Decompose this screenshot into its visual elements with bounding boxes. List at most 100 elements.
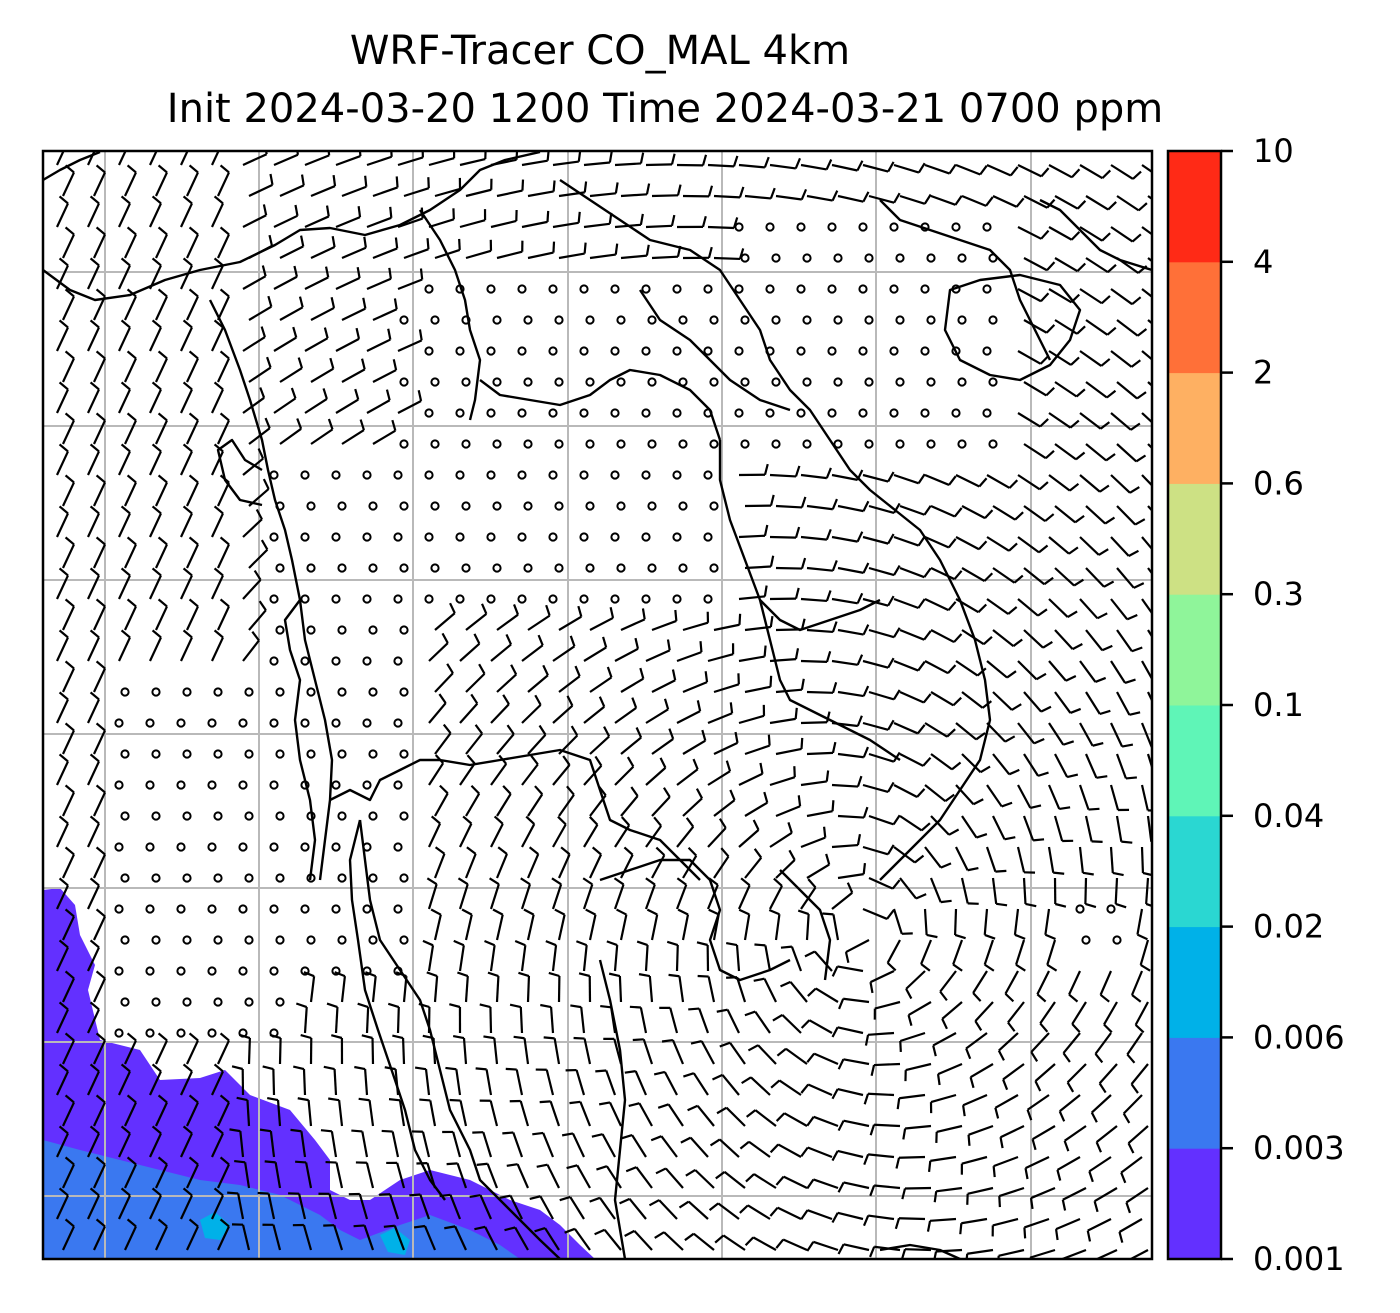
- wind-barb: [341, 246, 367, 260]
- wind-barb: [1000, 1125, 1025, 1139]
- wind-barb: [1084, 815, 1093, 842]
- wind-barb: [1085, 319, 1109, 336]
- calm-wind-marker: [244, 997, 254, 1007]
- wind-barb-flag: [95, 536, 106, 546]
- wind-barb-flag: [1014, 933, 1026, 940]
- wind-barb-flag: [264, 1160, 276, 1164]
- wind-barb-flag: [355, 327, 361, 340]
- wind-barb-flag: [513, 604, 520, 616]
- wind-barb: [273, 153, 299, 167]
- wind-barb: [459, 1100, 468, 1127]
- wind-barb: [614, 647, 639, 662]
- wind-barb: [992, 194, 1018, 208]
- wind-barb-flag: [948, 475, 957, 486]
- wind-barb: [813, 1178, 839, 1190]
- colorbar-segment: [1168, 815, 1221, 928]
- wind-barb: [579, 1101, 592, 1127]
- wind-barb: [118, 1194, 131, 1220]
- calm-wind-marker: [145, 904, 155, 914]
- wind-barb: [1116, 319, 1139, 337]
- wind-barb-flag: [510, 664, 518, 675]
- wind-barb-flag: [1033, 738, 1045, 745]
- wind-barb: [843, 1119, 870, 1128]
- wind-barb-flag: [862, 806, 869, 818]
- calm-wind-marker: [678, 315, 688, 325]
- wind-barb-flag: [1066, 1081, 1075, 1093]
- wind-barb-flag: [569, 635, 576, 647]
- wind-barb: [464, 853, 477, 879]
- wind-barb: [93, 543, 106, 569]
- wind-barb-flag: [182, 505, 193, 515]
- wind-barb-flag: [1058, 1110, 1066, 1122]
- wind-barb-flag: [985, 196, 994, 207]
- wind-barb: [800, 535, 827, 541]
- wind-barb-flag: [95, 784, 106, 794]
- wind-barb-flag: [357, 206, 362, 218]
- wind-barb: [807, 1083, 833, 1097]
- wind-barb: [862, 845, 889, 856]
- wind-barb-flag: [983, 572, 994, 582]
- wind-barb: [490, 643, 512, 662]
- wind-barb-flag: [862, 863, 867, 875]
- wind-barb: [782, 1238, 808, 1252]
- wind-barb: [930, 504, 956, 518]
- wind-barb-flag: [327, 151, 331, 156]
- wind-barb-flag: [188, 1032, 199, 1042]
- wind-barb: [1110, 722, 1124, 747]
- calm-wind-marker: [616, 377, 626, 387]
- wind-barb: [56, 202, 69, 228]
- calm-wind-marker: [647, 439, 657, 449]
- calm-wind-marker: [833, 377, 843, 387]
- wind-barb: [495, 853, 508, 879]
- wind-barb-flag: [1134, 1024, 1145, 1034]
- wind-barb-flag: [385, 389, 391, 401]
- wind-barb-flag: [646, 908, 658, 916]
- calm-wind-marker: [641, 346, 651, 356]
- wind-barb: [658, 1199, 678, 1220]
- wind-barb: [62, 357, 75, 383]
- wind-barb: [676, 826, 695, 848]
- wind-barb: [273, 336, 297, 352]
- wind-barb: [775, 194, 802, 201]
- wind-barb-flag: [393, 298, 398, 310]
- wind-barb-flag: [446, 663, 454, 674]
- calm-wind-marker: [300, 718, 310, 728]
- wind-barb-flag: [1088, 807, 1100, 811]
- wind-barb-flag: [58, 319, 69, 329]
- calm-wind-marker: [461, 501, 471, 511]
- wind-barb-flag: [294, 204, 299, 217]
- calm-wind-marker: [740, 315, 750, 325]
- calm-wind-marker: [579, 346, 589, 356]
- wind-barb-flag: [769, 494, 775, 506]
- wind-barb-flag: [1135, 454, 1147, 463]
- wind-barb: [465, 188, 492, 198]
- calm-wind-marker: [114, 780, 124, 790]
- wind-barb: [676, 768, 699, 786]
- wind-barb: [645, 825, 663, 848]
- wind-barb: [1116, 691, 1131, 716]
- wind-barb: [1116, 505, 1136, 526]
- wind-barb-flag: [716, 1106, 728, 1115]
- wind-barb-flag: [89, 753, 100, 763]
- calm-wind-marker: [238, 904, 248, 914]
- wind-barb: [217, 1039, 230, 1065]
- wind-barb: [304, 215, 330, 229]
- wind-barb-flag: [95, 1094, 106, 1104]
- wind-barb: [1085, 195, 1109, 211]
- wind-barb: [1110, 164, 1134, 180]
- wind-barb-flag: [645, 244, 650, 256]
- wind-barb-flag: [89, 443, 100, 453]
- calm-wind-marker: [399, 873, 409, 883]
- wind-barb-flag: [856, 775, 863, 787]
- calm-wind-marker: [895, 315, 905, 325]
- wind-barb: [862, 659, 889, 669]
- wind-barb-flag: [923, 567, 932, 578]
- calm-wind-marker: [548, 346, 558, 356]
- wind-barb: [769, 473, 797, 478]
- wind-barb-flag: [800, 737, 804, 750]
- wind-barb: [341, 185, 367, 198]
- wind-barb: [1025, 1156, 1050, 1170]
- wind-barb: [1048, 226, 1073, 241]
- wind-barb-flag: [977, 603, 988, 613]
- wind-barb-flag: [95, 474, 106, 484]
